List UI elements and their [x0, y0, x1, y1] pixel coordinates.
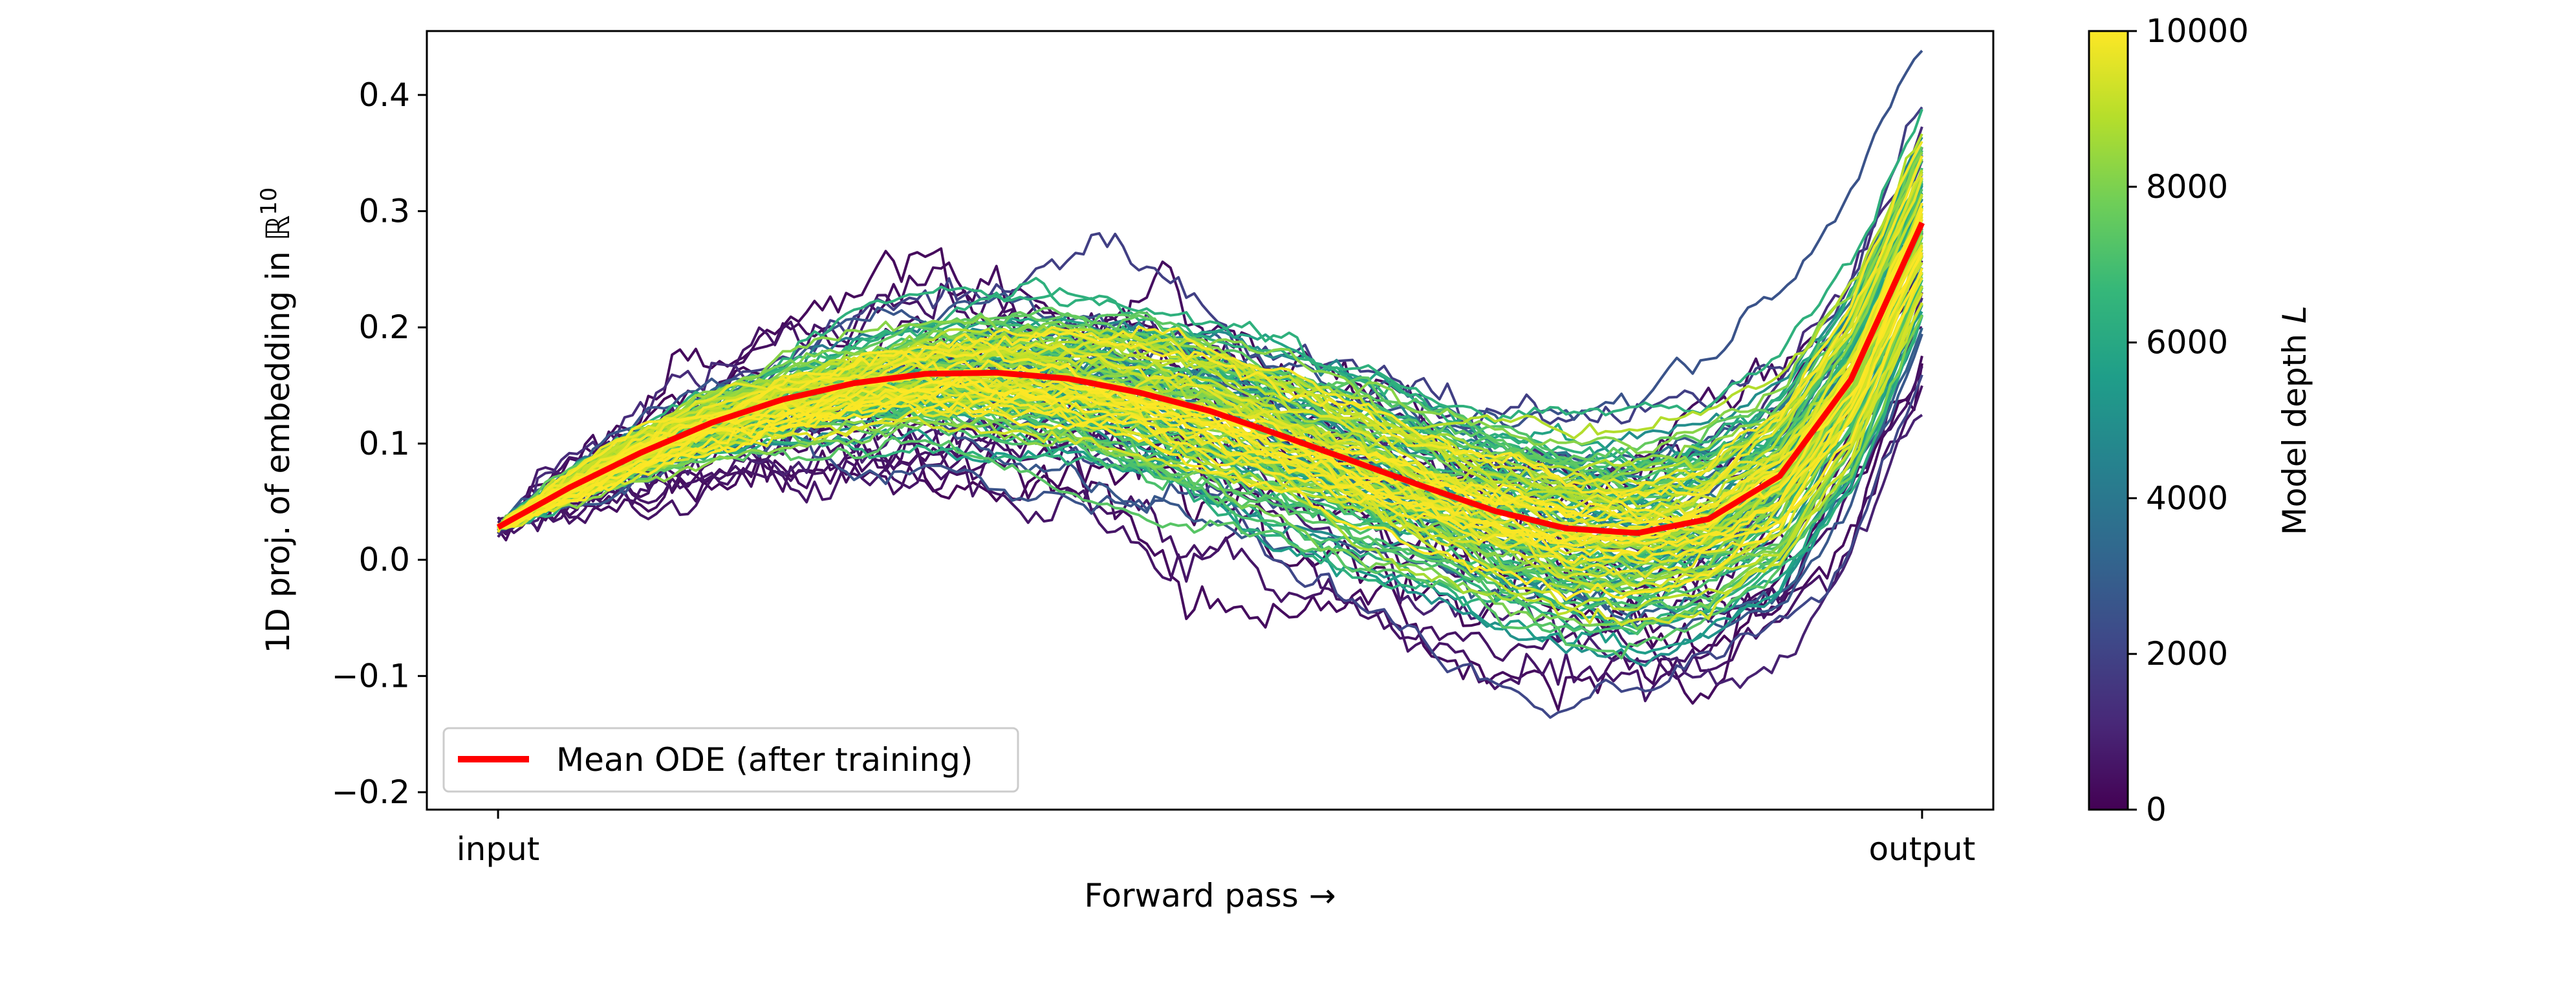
sample-path — [497, 195, 1923, 528]
mean-ode-line — [496, 221, 1925, 536]
y-axis: −0.2 −0.1 0.0 0.1 0.2 0.3 0.4 — [332, 76, 427, 811]
y-tick-label: 0.3 — [358, 193, 410, 230]
colorbar-label: Model depth L — [2276, 305, 2313, 535]
sample-path — [497, 208, 1923, 545]
y-tick-label: 0.2 — [358, 308, 410, 346]
x-tick-label: output — [1868, 830, 1975, 868]
sample-path — [497, 385, 1923, 676]
y-axis-label: 1D proj. of embedding in ℝ10 — [256, 188, 297, 654]
colorbar-tick-label: 8000 — [2146, 168, 2228, 206]
colorbar: 0 2000 4000 6000 8000 10000 Model depth L — [2088, 12, 2313, 828]
sample-path — [497, 106, 1923, 535]
legend-label-mean-ode: Mean ODE (after training) — [556, 741, 973, 779]
y-tick-label: −0.2 — [332, 773, 410, 811]
legend: Mean ODE (after training) — [442, 727, 1019, 793]
colorbar-tick-label: 2000 — [2146, 635, 2228, 673]
colorbar-tick-label: 0 — [2146, 791, 2167, 828]
colorbar-gradient — [2088, 30, 2129, 811]
colorbar-tick-label: 6000 — [2146, 324, 2228, 361]
x-tick-label: input — [457, 830, 540, 868]
colorbar-tick-label: 10000 — [2146, 12, 2249, 50]
sample-paths — [497, 50, 1923, 719]
sample-path — [497, 177, 1923, 528]
y-tick-label: 0.1 — [358, 425, 410, 462]
colorbar-tick-label: 4000 — [2146, 479, 2228, 517]
x-axis: input output — [457, 810, 1975, 868]
y-tick-label: 0.0 — [358, 541, 410, 579]
colorbar-ticks: 0 2000 4000 6000 8000 10000 — [2128, 12, 2249, 828]
y-tick-label: −0.1 — [332, 657, 410, 695]
plot-area — [426, 30, 1995, 811]
sample-path — [497, 267, 1923, 564]
colorbar-label-main: Model depth — [2276, 323, 2313, 535]
y-axis-label-superscript: 10 — [256, 188, 282, 215]
x-axis-label: Forward pass → — [1084, 877, 1336, 914]
legend-box — [442, 727, 1019, 793]
sample-path — [497, 155, 1923, 529]
y-tick-label: 0.4 — [358, 76, 410, 114]
plot-frame — [426, 30, 1995, 811]
sample-path — [497, 140, 1923, 526]
sample-path — [497, 355, 1923, 711]
sample-path — [497, 193, 1923, 529]
sample-path — [497, 272, 1923, 601]
mean-ode-layer — [496, 221, 1925, 536]
colorbar-label-italic: L — [2276, 305, 2313, 323]
sample-path — [497, 244, 1923, 545]
y-axis-label-main: 1D proj. of embedding in ℝ — [259, 215, 297, 654]
